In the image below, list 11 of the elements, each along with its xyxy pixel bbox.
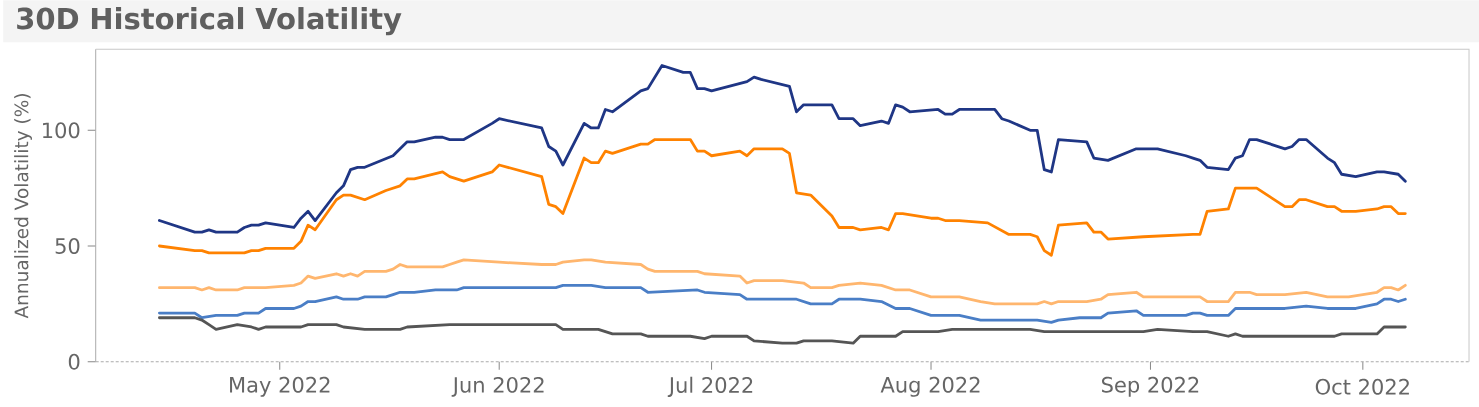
x-tick-label: May 2022 (230, 376, 330, 397)
y-tick-label: 100 (43, 122, 80, 139)
x-tick-label: Jun 2022 (451, 376, 544, 397)
x-tick-label: Oct 2022 (1315, 378, 1409, 395)
chart-title: 30D Historical Volatility (17, 7, 402, 36)
y-tick-label: 50 (55, 238, 80, 254)
y-tick-label: 0 (68, 353, 80, 370)
y-axis-title: Annualized Volatility (%) (14, 94, 32, 319)
x-tick-label: Jul 2022 (667, 376, 753, 397)
x-tick-label: Sep 2022 (1102, 376, 1199, 397)
x-tick-label: Aug 2022 (880, 376, 980, 397)
